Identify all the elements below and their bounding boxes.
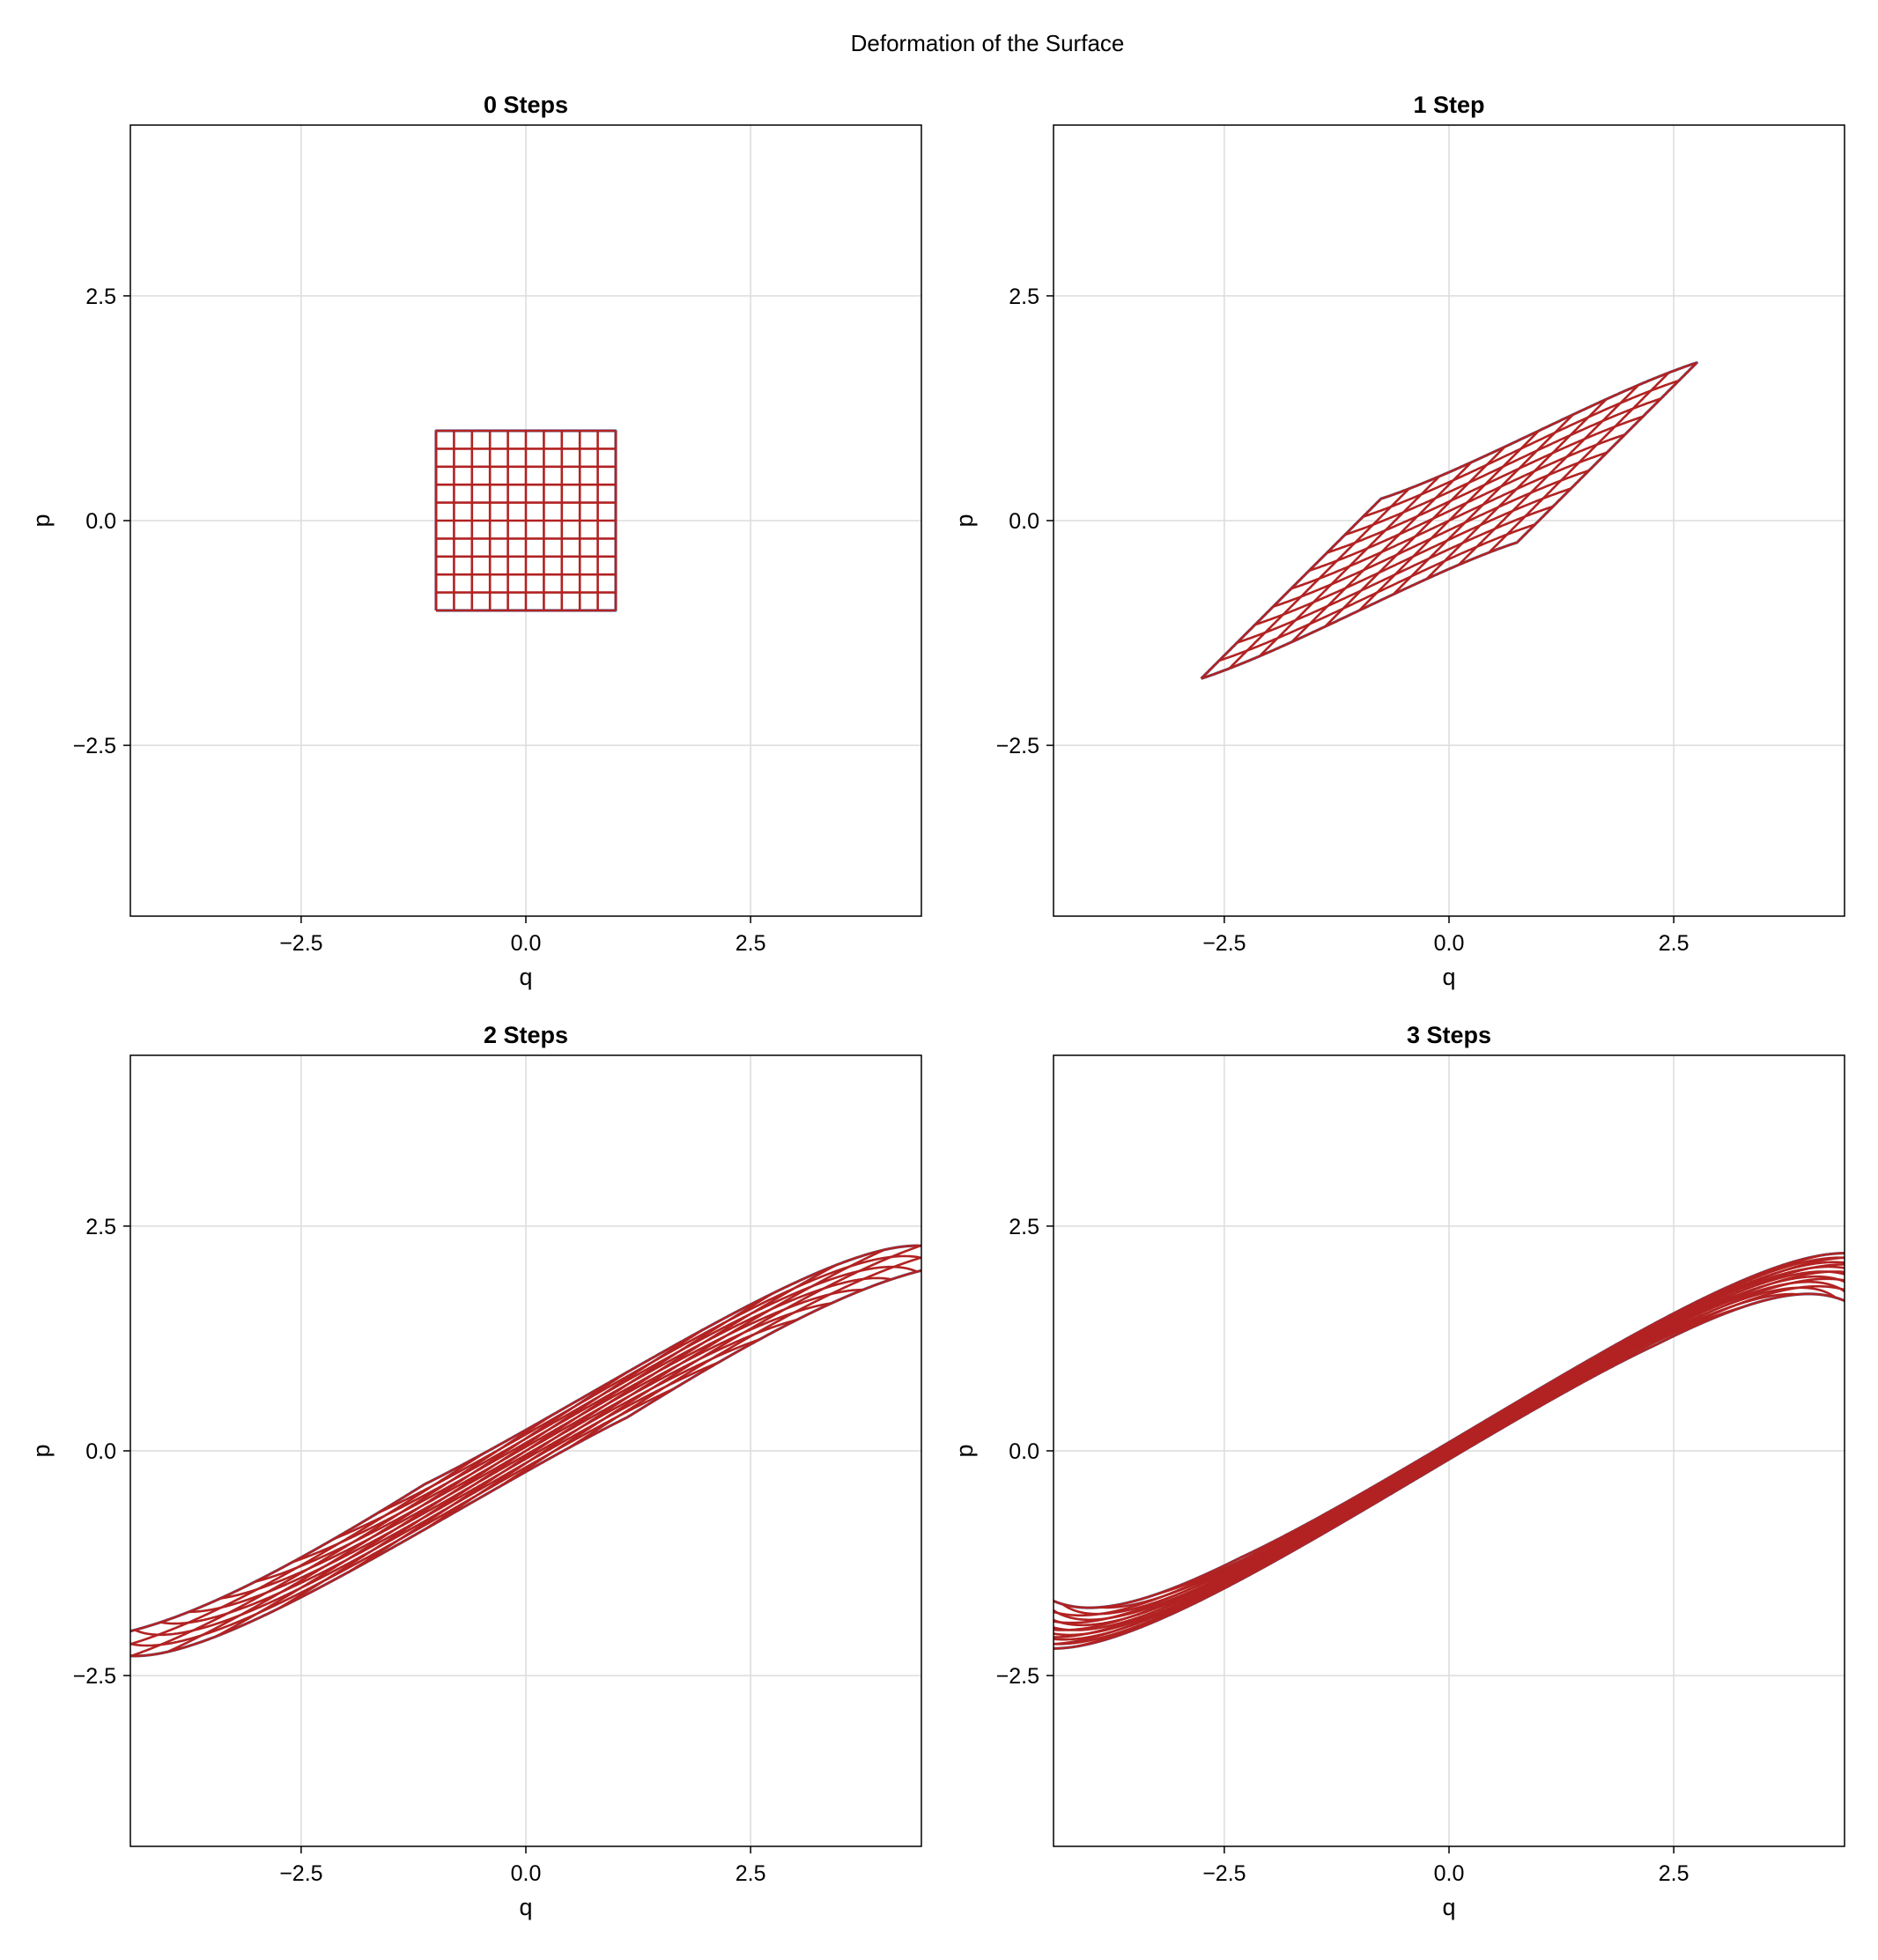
y-tick-label: −2.5 [73, 1664, 116, 1689]
y-tick-label: 0.0 [85, 509, 116, 534]
x-tick-label: 0.0 [511, 931, 542, 956]
panel-title: 0 Steps [484, 92, 568, 118]
x-axis-label: q [519, 1894, 532, 1920]
grid-curve [628, 1262, 963, 1417]
x-tick-label: 0.0 [511, 1861, 542, 1886]
panel-4: −2.5 0.0 2.5 −2.5 0.0 2.5 3 Steps q p [905, 1022, 1878, 1920]
panel-title: 1 Step [1413, 92, 1484, 118]
grid-curve [1365, 1279, 1878, 1509]
x-tick-label: −2.5 [1202, 1861, 1246, 1886]
x-tick-label: 2.5 [736, 1861, 766, 1886]
panel-title: 2 Steps [484, 1022, 568, 1048]
x-tick-label: −2.5 [279, 1861, 322, 1886]
grid-curve [349, 1266, 835, 1572]
x-tick-label: 0.0 [1434, 931, 1465, 956]
y-tick-label: 0.0 [85, 1439, 116, 1464]
y-tick-label: 2.5 [85, 1215, 116, 1239]
x-axis-label: q [1442, 964, 1455, 990]
grid-curve [926, 1393, 1533, 1623]
y-tick-label: 2.5 [1009, 1215, 1039, 1239]
x-axis-label: q [519, 964, 532, 990]
y-axis-label: p [951, 514, 978, 527]
curves [436, 431, 616, 610]
y-tick-label: −2.5 [996, 1664, 1039, 1689]
y-tick-label: −2.5 [996, 734, 1039, 758]
panel-3: −2.5 0.0 2.5 −2.5 0.0 2.5 2 Steps q p [28, 1022, 962, 1920]
grid-curve [911, 1491, 1366, 1616]
grid-curve [90, 1484, 425, 1639]
x-tick-label: 2.5 [1659, 1861, 1689, 1886]
y-tick-label: 2.5 [85, 285, 116, 309]
x-tick-label: 2.5 [1659, 931, 1689, 956]
y-axis-label: p [28, 1444, 55, 1457]
y-tick-label: 0.0 [1009, 1439, 1039, 1464]
grid-curve [955, 1294, 1798, 1639]
panel-title: 3 Steps [1407, 1022, 1491, 1048]
panel-1: −2.5 0.0 2.5 −2.5 0.0 2.5 0 Steps q p [28, 92, 921, 990]
x-tick-label: 0.0 [1434, 1861, 1465, 1886]
x-tick-label: −2.5 [279, 931, 322, 956]
x-tick-label: −2.5 [1202, 931, 1246, 956]
x-tick-label: 2.5 [736, 931, 766, 956]
grid-curve [1197, 1272, 1878, 1602]
panel-2: −2.5 0.0 2.5 −2.5 0.0 2.5 1 Step q p [951, 92, 1845, 990]
y-axis-label: p [28, 514, 55, 527]
grid-curve [1490, 373, 1669, 552]
grid-curve [977, 1288, 1836, 1635]
x-axis-label: q [1442, 1894, 1455, 1920]
grid-curve [1157, 1258, 1878, 1594]
y-tick-label: 0.0 [1009, 509, 1039, 534]
figure-title: Deformation of the Surface [851, 30, 1125, 56]
grid-curve [1201, 499, 1381, 678]
y-tick-label: −2.5 [73, 734, 116, 758]
grid-curve [1517, 363, 1697, 543]
y-tick-label: 2.5 [1009, 285, 1039, 309]
y-axis-label: p [951, 1444, 978, 1457]
grid-curve [950, 1299, 1701, 1630]
